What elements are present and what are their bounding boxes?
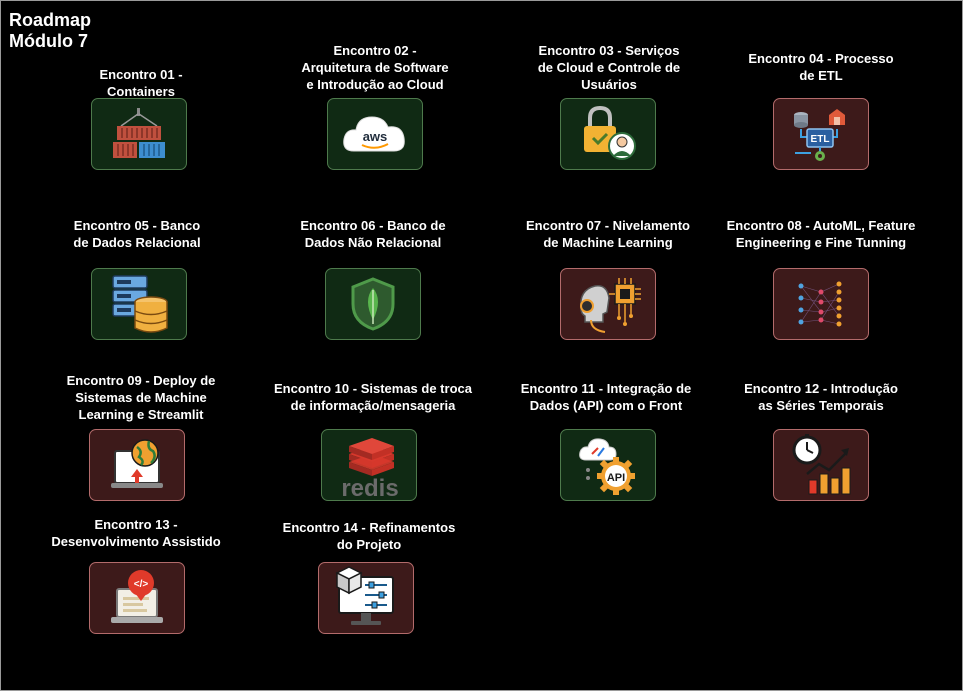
encontro-14-card[interactable] [318, 562, 414, 634]
laptop-code-icon: </> [111, 570, 163, 623]
deploy-globe-icon [111, 439, 163, 488]
encontro-08-label: Encontro 08 - AutoML, Feature Engineerin… [726, 218, 916, 250]
aws-text: aws [363, 129, 388, 144]
encontro-03-card[interactable] [560, 98, 656, 170]
encontro-02-card[interactable]: aws [327, 98, 423, 170]
ai-brain-chip-icon [580, 278, 641, 333]
user-lock-icon [584, 105, 636, 160]
encontro-11-card[interactable]: API [560, 429, 656, 501]
monitor-settings-icon [335, 566, 394, 625]
encontro-05-card[interactable] [91, 268, 187, 340]
encontro-13-card[interactable]: </> [89, 562, 185, 634]
encontro-03-label: Encontro 03 - Serviços de Cloud e Contro… [537, 43, 681, 92]
redis-text: redis [341, 475, 398, 500]
encontro-01-card[interactable] [91, 98, 187, 170]
neural-network-icon [798, 281, 842, 327]
time-series-chart-icon [792, 434, 851, 495]
encontro-06-label: Encontro 06 - Banco de Dados Não Relacio… [300, 218, 446, 250]
api-cloud-gear-icon: API [579, 438, 635, 495]
redis-icon: redis [341, 438, 399, 500]
encontro-08-card[interactable] [773, 268, 869, 340]
encontro-14-label: Encontro 14 - Refinamentos do Projeto [282, 520, 456, 552]
aws-cloud-icon: aws [343, 116, 405, 152]
encontro-04-card[interactable]: ETL [773, 98, 869, 170]
roadmap-title: Roadmap Módulo 7 [9, 10, 92, 51]
code-text: </> [134, 579, 149, 590]
api-text: API [607, 472, 625, 484]
mongodb-leaf-icon [351, 277, 395, 331]
encontro-09-label: Encontro 09 - Deploy de Sistemas de Mach… [66, 373, 216, 422]
encontro-12-label: Encontro 12 - Introdução as Séries Tempo… [744, 381, 898, 413]
encontro-12-card[interactable] [773, 429, 869, 501]
encontro-13-label: Encontro 13 - Desenvolvimento Assistido [51, 517, 221, 549]
encontro-02-label: Encontro 02 - Arquitetura de Software e … [301, 43, 449, 92]
encontro-10-card[interactable]: redis [321, 429, 417, 501]
encontro-11-label: Encontro 11 - Integração de Dados (API) … [520, 381, 692, 413]
encontro-01-label: Encontro 01 - Containers [99, 67, 183, 99]
etl-text: ETL [811, 134, 830, 145]
etl-icon: ETL [794, 109, 845, 161]
encontro-10-label: Encontro 10 - Sistemas de troca de infor… [274, 381, 472, 413]
encontro-07-card[interactable] [560, 268, 656, 340]
encontro-04-label: Encontro 04 - Processo de ETL [748, 51, 894, 83]
database-server-icon [112, 275, 168, 333]
encontro-07-label: Encontro 07 - Nivelamento de Machine Lea… [526, 218, 690, 250]
containers-icon [113, 108, 165, 158]
encontro-05-label: Encontro 05 - Banco de Dados Relacional [73, 218, 201, 250]
encontro-09-card[interactable] [89, 429, 185, 501]
encontro-06-card[interactable] [325, 268, 421, 340]
